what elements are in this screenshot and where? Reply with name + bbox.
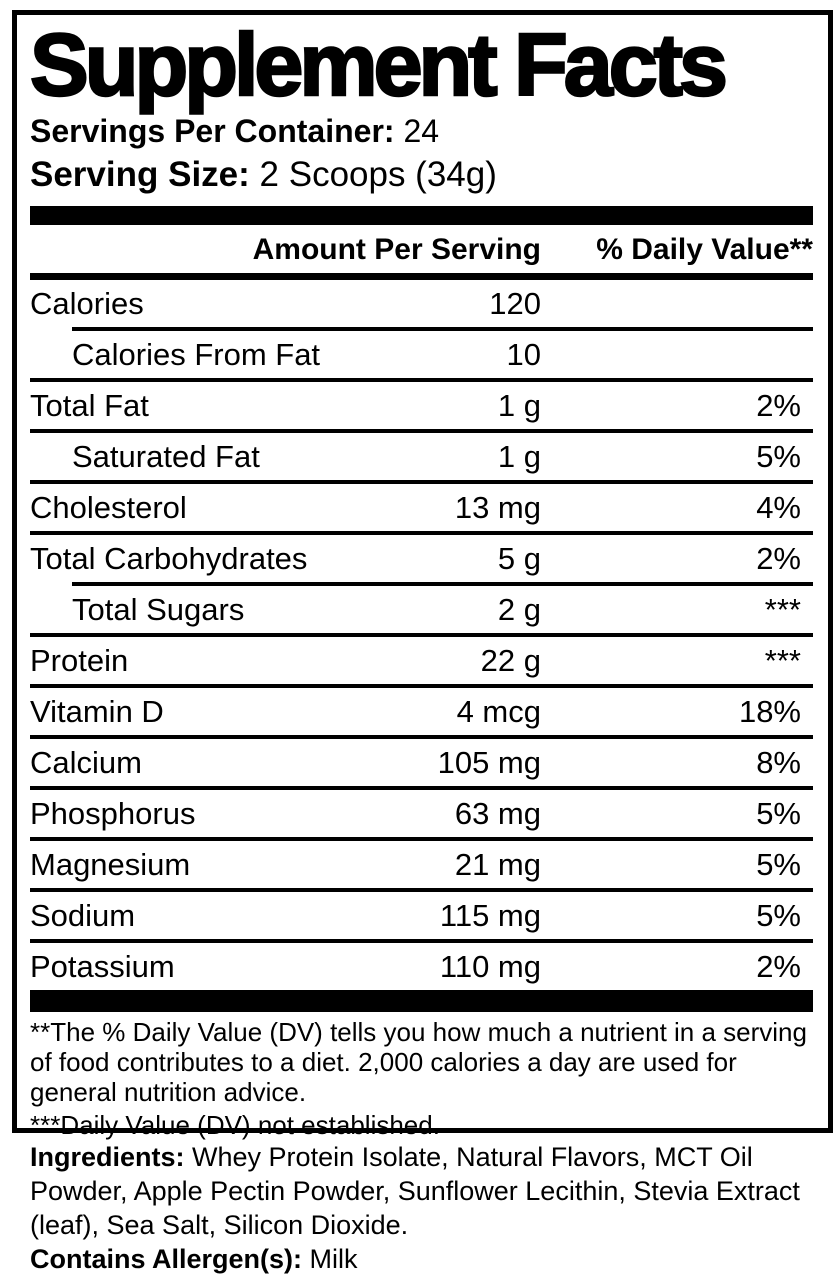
nutrient-amount: 10 (506, 337, 541, 372)
ingredients-section: Ingredients: Whey Protein Isolate, Natur… (30, 1140, 814, 1276)
ingredients-text: Whey Protein Isolate, Natural Flavors, M… (30, 1142, 800, 1240)
nutrient-dv: 2% (756, 541, 801, 576)
table-row: Total Carbohydrates 5 g 2% (30, 535, 813, 582)
nutrient-amount: 21 mg (454, 847, 541, 882)
row-separator (30, 633, 813, 637)
row-separator (30, 786, 813, 790)
nutrient-name: Calcium (30, 745, 142, 780)
table-column-header: Amount Per Serving % Daily Value** (30, 225, 813, 273)
panel-title: Supplement Facts (29, 15, 729, 114)
row-separator (30, 735, 813, 739)
nutrient-amount: 105 mg (437, 745, 541, 780)
nutrient-name: Magnesium (30, 847, 191, 882)
row-separator (30, 531, 813, 535)
table-row: Potassium 110 mg 2% (30, 943, 813, 990)
nutrient-amount: 4 mcg (456, 694, 541, 729)
nutrient-name: Total Sugars (72, 592, 245, 627)
allergens-line: Contains Allergen(s): Milk (30, 1242, 814, 1276)
daily-value-header: % Daily Value** (596, 233, 813, 266)
row-separator (30, 888, 813, 892)
thick-divider-bottom (30, 990, 813, 1012)
nutrient-name: Vitamin D (30, 694, 164, 729)
nutrient-dv: 5% (756, 847, 801, 882)
table-row: Cholesterol 13 mg 4% (30, 484, 813, 531)
row-separator (30, 378, 813, 382)
table-row: Sodium 115 mg 5% (30, 892, 813, 939)
nutrient-name: Calories (30, 286, 144, 321)
nutrient-dv: 8% (756, 745, 801, 780)
servings-per-container-label: Servings Per Container: (30, 113, 395, 149)
nutrient-dv: *** (764, 643, 801, 678)
nutrient-amount: 22 g (480, 643, 541, 678)
nutrient-name: Calories From Fat (72, 337, 321, 372)
nutrient-amount: 110 mg (439, 949, 541, 984)
nutrient-dv: 4% (756, 490, 801, 525)
nutrient-name: Sodium (30, 898, 136, 933)
footnotes: **The % Daily Value (DV) tells you how m… (30, 1017, 813, 1140)
amount-per-serving-header: Amount Per Serving (252, 233, 541, 266)
nutrient-name: Potassium (30, 949, 175, 984)
ingredients-label: Ingredients: (30, 1142, 185, 1172)
nutrient-name: Phosphorus (30, 796, 196, 831)
table-row: Calories 120 (30, 280, 813, 327)
ingredients-line: Ingredients: Whey Protein Isolate, Natur… (30, 1140, 814, 1242)
nutrient-name: Protein (30, 643, 129, 678)
nutrient-amount: 1 g (497, 439, 541, 474)
nutrient-amount: 115 mg (439, 898, 541, 933)
row-separator (30, 939, 813, 943)
nutrient-name: Total Carbohydrates (30, 541, 308, 576)
row-separator (30, 429, 813, 433)
nutrient-dv: 5% (756, 796, 801, 831)
servings-per-container: Servings Per Container: 24 (30, 111, 813, 151)
servings-per-container-value: 24 (403, 113, 440, 149)
nutrient-dv: 18% (738, 694, 801, 729)
nutrient-rows: Calories 120 Calories From Fat 10 Total Fat 1… (30, 280, 813, 990)
table-row: Saturated Fat 1 g 5% (30, 433, 813, 480)
nutrient-amount: 1 g (497, 388, 541, 423)
nutrient-name: Total Fat (30, 388, 149, 423)
table-row: Calories From Fat 10 (30, 331, 813, 378)
table-row: Calcium 105 mg 8% (30, 739, 813, 786)
row-separator (72, 582, 813, 586)
thick-divider-top (30, 206, 813, 225)
nutrient-name: Saturated Fat (72, 439, 260, 474)
daily-value-footnote: **The % Daily Value (DV) tells you how m… (30, 1017, 807, 1107)
nutrient-amount: 13 mg (454, 490, 541, 525)
table-row: Total Sugars 2 g *** (30, 586, 813, 633)
nutrient-dv: 5% (756, 439, 801, 474)
supplement-facts-panel: Supplement Facts Servings Per Container:… (12, 10, 833, 1140)
row-separator (30, 837, 813, 841)
nutrient-amount: 63 mg (454, 796, 541, 831)
header-rule (30, 273, 813, 280)
nutrient-dv: *** (764, 592, 801, 627)
row-separator (72, 327, 813, 331)
nutrient-dv: 2% (756, 388, 801, 423)
serving-size-label: Serving Size: (30, 155, 250, 194)
table-row: Phosphorus 63 mg 5% (30, 790, 813, 837)
serving-size-value: 2 Scoops (34g) (259, 155, 497, 194)
row-separator (30, 684, 813, 688)
nutrient-amount: 120 (489, 286, 541, 321)
row-separator (30, 480, 813, 484)
table-row: Magnesium 21 mg 5% (30, 841, 813, 888)
nutrient-amount: 2 g (497, 592, 541, 627)
nutrient-name: Cholesterol (30, 490, 187, 525)
table-row: Total Fat 1 g 2% (30, 382, 813, 429)
nutrient-dv: 5% (756, 898, 801, 933)
allergens-value: Milk (309, 1244, 358, 1274)
allergens-label: Contains Allergen(s): (30, 1244, 303, 1274)
serving-size: Serving Size: 2 Scoops (34g) (30, 153, 813, 197)
table-row: Protein 22 g *** (30, 637, 813, 684)
table-row: Vitamin D 4 mcg 18% (30, 688, 813, 735)
dv-not-established-footnote: ***Daily Value (DV) not established. (30, 1110, 440, 1140)
nutrient-amount: 5 g (497, 541, 541, 576)
nutrient-dv: 2% (756, 949, 801, 984)
